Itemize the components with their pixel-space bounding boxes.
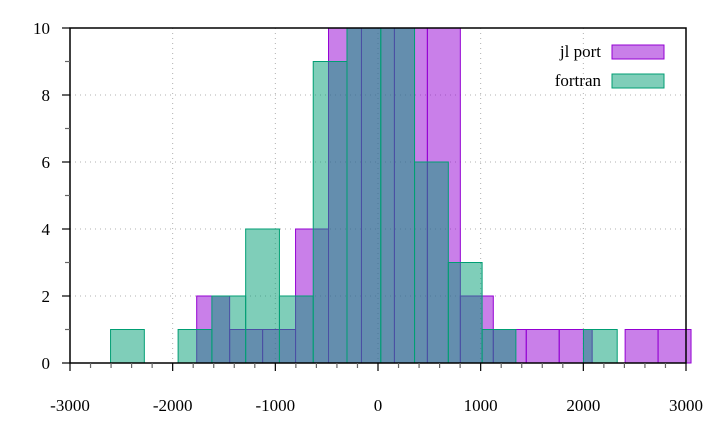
y-tick-label: 10: [33, 19, 50, 38]
x-tick-label: 2000: [566, 396, 600, 415]
legend-label-jl-port: jl port: [559, 42, 601, 61]
x-tick-label: -2000: [153, 396, 193, 415]
y-tick-label: 2: [42, 287, 51, 306]
x-tick-label: 1000: [464, 396, 498, 415]
y-tick-label: 4: [42, 220, 51, 239]
bar-fortran: [110, 329, 145, 364]
bar-fortran: [414, 161, 449, 364]
bar-fortran: [447, 262, 483, 364]
bar-fortran: [346, 27, 382, 364]
bars: [110, 27, 692, 364]
x-tick-label: -1000: [255, 396, 295, 415]
x-tick-label: 0: [374, 396, 383, 415]
bar-fortran: [278, 295, 314, 364]
x-tick-label: -3000: [50, 396, 90, 415]
bar-jl-port: [525, 329, 560, 364]
bar-fortran: [245, 228, 280, 364]
y-tick-label: 0: [42, 354, 51, 373]
bar-fortran: [211, 295, 247, 364]
bar-fortran: [312, 61, 348, 364]
x-tick-label: 3000: [669, 396, 703, 415]
bar-fortran: [380, 27, 416, 364]
bar-fortran: [177, 329, 213, 364]
legend-swatch-jl-port: [611, 44, 665, 60]
y-tick-label: 6: [42, 153, 51, 172]
bar-fortran: [582, 329, 618, 364]
legend-label-fortran: fortran: [555, 71, 602, 90]
legend: jl port fortran: [555, 42, 665, 90]
y-tick-label: 8: [42, 86, 51, 105]
legend-swatch-fortran: [611, 73, 665, 89]
bar-jl-port: [624, 329, 659, 364]
axes: -3000 -2000 -1000 0 1000 2000 3000 0 2 4 6 8 10: [33, 19, 703, 415]
bar-fortran: [481, 329, 517, 364]
